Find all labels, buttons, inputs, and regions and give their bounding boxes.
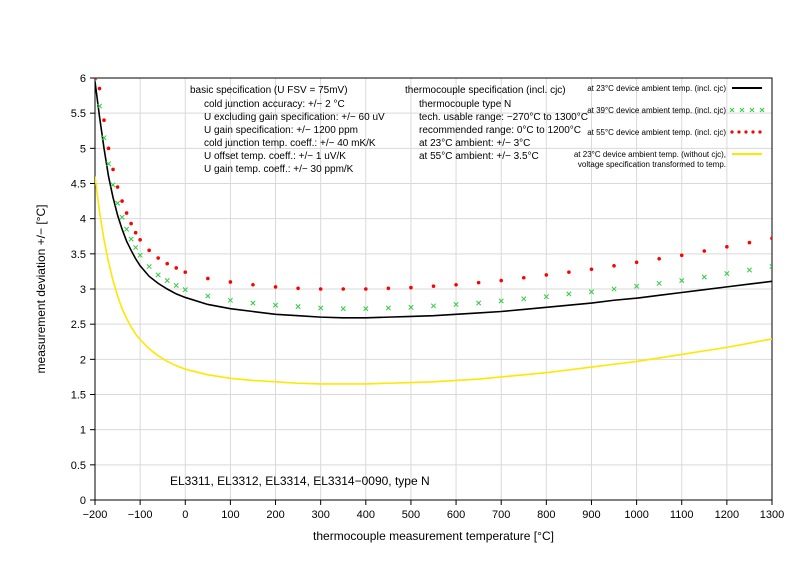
chart-subtitle: EL3311, EL3312, EL3314, EL3314−0090, typ… [170,474,430,488]
legend-label: at 23°C device ambient temp. (without cj… [574,150,726,159]
x-tick-label: 0 [182,509,188,521]
x-tick-label: 700 [492,509,510,521]
x-tick-label: 600 [447,509,465,521]
y-tick-label: 5.5 [71,108,86,120]
y-tick-label: 2.5 [71,319,86,331]
x-axis-label: thermocouple measurement temperature [°C… [313,529,554,543]
x-tick-label: −100 [128,509,153,521]
y-tick-label: 0.5 [71,460,86,472]
y-tick-label: 1.5 [71,390,86,402]
y-tick-label: 3 [80,284,86,296]
svg-text:basic specification (U FSV = 7: basic specification (U FSV = 75mV) [190,85,348,96]
y-axis-label: measurement deviation +/− [°C] [34,205,48,374]
y-tick-label: 6 [80,73,86,85]
svg-text:U excluding gain specification: U excluding gain specification: +/− 60 u… [204,112,385,123]
svg-text:thermocouple specification (in: thermocouple specification (incl. cjc) [405,85,566,96]
x-tick-label: 100 [221,509,239,521]
y-tick-label: 4 [80,214,86,226]
svg-text:thermocouple type N: thermocouple type N [419,99,511,110]
x-tick-label: 200 [266,509,284,521]
y-tick-label: 1 [80,425,86,437]
legend-label: at 23°C device ambient temp. (incl. cjc) [587,84,726,93]
x-tick-label: 800 [537,509,555,521]
x-tick-label: 1300 [760,509,784,521]
spec-block: thermocouple specification (incl. cjc) th… [405,85,588,162]
y-tick-label: 5 [80,143,86,155]
legend-extra: voltage specification transformed to tem… [578,160,726,169]
x-tick-label: 900 [582,509,600,521]
legend-label: at 55°C device ambient temp. (incl. cjc) [587,128,726,137]
y-tick-label: 2 [80,354,86,366]
chart-container: −200 −100 0 100 200 300 400 500 600 700 800 900 1000… [0,0,793,561]
x-tick-label: 500 [402,509,420,521]
svg-text:U gain temp. coeff.: +/− 30 pp: U gain temp. coeff.: +/− 30 ppm/K [204,164,354,175]
chart-svg: −200 −100 0 100 200 300 400 500 600 700 800 900 1000… [0,0,793,561]
x-tick-label: 1200 [715,509,739,521]
y-tick-label: 3.5 [71,249,86,261]
svg-text:U offset temp. coeff.: +/− 1 u: U offset temp. coeff.: +/− 1 uV/K [204,151,346,162]
svg-text:U gain specification: +/− 1200: U gain specification: +/− 1200 ppm [204,125,358,136]
x-tick-label: −200 [83,509,108,521]
series-yellow_23c_nocjc [95,176,772,383]
y-tick-label: 0 [80,495,86,507]
x-tick-label: 400 [357,509,375,521]
x-tick-label: 300 [311,509,329,521]
x-tick-label: 1100 [670,509,694,521]
spec-block: basic specification (U FSV = 75mV) cold j… [190,85,385,175]
y-tick-label: 4.5 [71,179,86,191]
svg-text:cold junction temp. coeff.: +/: cold junction temp. coeff.: +/− 40 mK/K [204,138,376,149]
x-tick-label: 1000 [624,509,648,521]
svg-text:recommended range: 0°C to 1200: recommended range: 0°C to 1200°C [419,125,581,136]
legend: at 23°C device ambient temp. (incl. cjc)… [574,84,764,169]
svg-text:cold junction accuracy: +/− 2: cold junction accuracy: +/− 2 °C [204,99,345,110]
svg-text:at 55°C ambient: +/− 3.5°C: at 55°C ambient: +/− 3.5°C [419,151,539,162]
svg-text:tech. usable range: −270°C to: tech. usable range: −270°C to 1300°C [419,112,588,123]
legend-label: at 39°C device ambient temp. (incl. cjc) [587,106,726,115]
svg-text:at 23°C ambient: +/− 3°C: at 23°C ambient: +/− 3°C [419,138,530,149]
